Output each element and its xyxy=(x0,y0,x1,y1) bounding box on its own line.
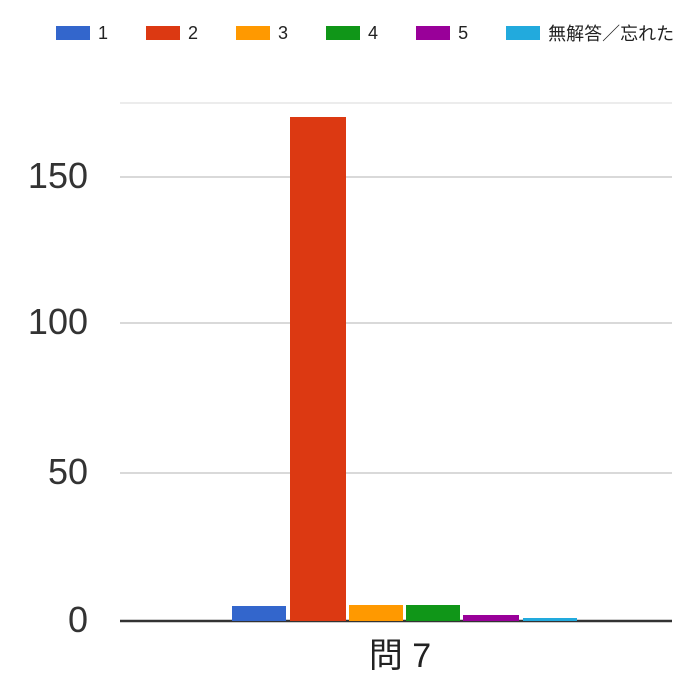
svg-text:150: 150 xyxy=(28,155,88,196)
svg-text:問 7: 問 7 xyxy=(369,637,431,675)
svg-text:50: 50 xyxy=(48,451,88,492)
svg-text:0: 0 xyxy=(68,599,88,640)
svg-text:100: 100 xyxy=(28,301,88,342)
